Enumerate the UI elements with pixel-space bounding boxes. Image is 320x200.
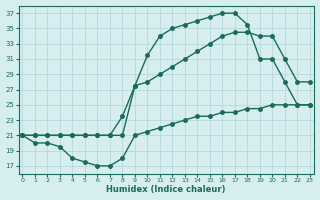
X-axis label: Humidex (Indice chaleur): Humidex (Indice chaleur) (107, 185, 226, 194)
